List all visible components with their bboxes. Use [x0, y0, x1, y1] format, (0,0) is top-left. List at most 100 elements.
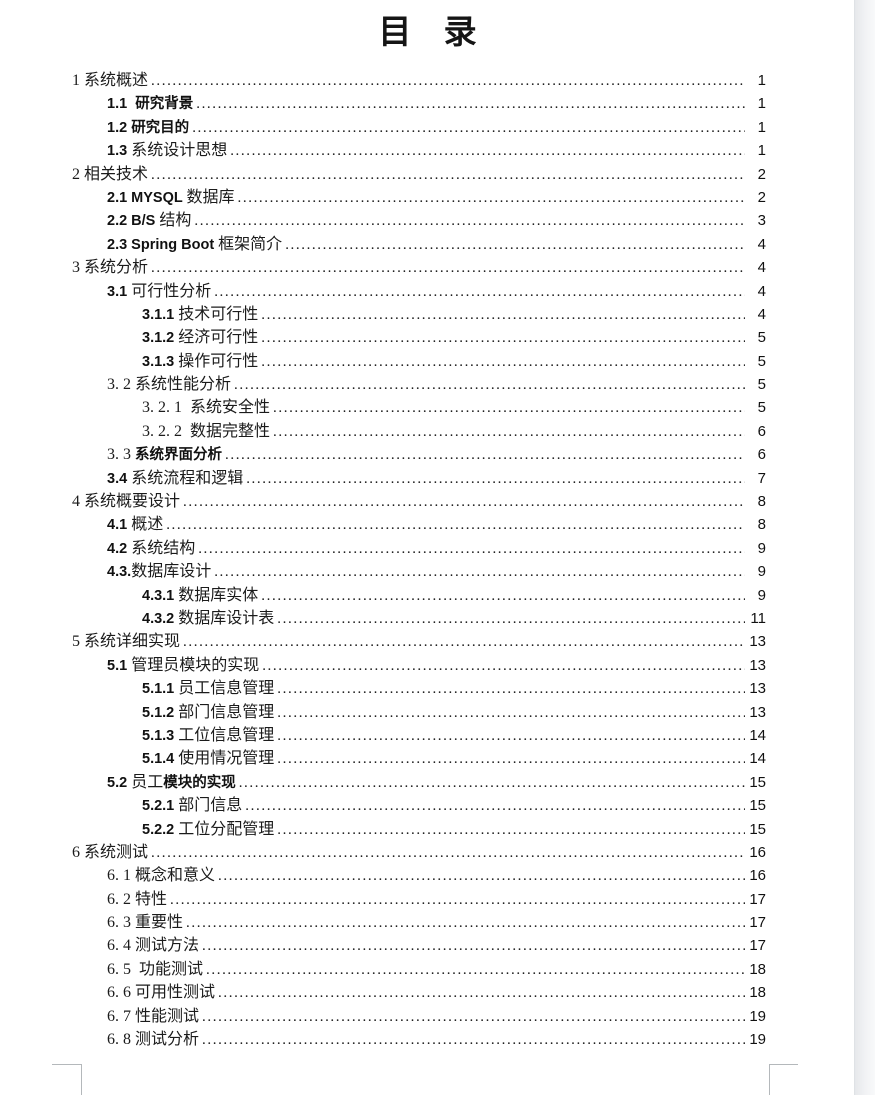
- toc-entry-text-segment: 研究目的: [131, 119, 190, 136]
- toc-entry-label: 6. 3 重要性: [107, 911, 183, 934]
- toc-entry-text-segment: 数据库: [186, 188, 235, 206]
- toc-entry[interactable]: 6 系统测试..................................…: [72, 841, 766, 864]
- toc-entry-text-segment: 3. 2: [107, 376, 135, 394]
- toc-entry[interactable]: 2 相关技术..................................…: [72, 163, 766, 186]
- toc-entry[interactable]: 3.1.1 技术可行性.............................…: [72, 303, 766, 326]
- toc-entry[interactable]: 2.2 B/S 结构..............................…: [72, 209, 766, 232]
- toc-entry-label: 3.1.2 经济可行性: [142, 326, 258, 350]
- toc-page-number: 19: [749, 1007, 766, 1025]
- toc-entry-label: 4.3.2 数据库设计表: [142, 607, 274, 631]
- toc-entry-text-segment: 数据库实体: [178, 586, 259, 604]
- toc-leader-dots: ........................................…: [202, 938, 745, 955]
- toc-entry-label: 4 系统概要设计: [72, 490, 180, 513]
- toc-entry[interactable]: 5.1.4 使用情况管理............................…: [72, 747, 766, 770]
- toc-page-number: 15: [749, 797, 766, 815]
- toc-entry[interactable]: 5.1.3 工位信息管理............................…: [72, 724, 766, 747]
- toc-leader-dots: ........................................…: [202, 1032, 745, 1049]
- toc-page-number: 5: [757, 329, 766, 347]
- toc-page-number: 1: [757, 95, 766, 113]
- toc-entry[interactable]: 4.1 概述..................................…: [72, 513, 766, 536]
- toc-leader-dots: ........................................…: [218, 985, 745, 1002]
- toc-entry[interactable]: 3. 2 系统性能分析.............................…: [72, 373, 766, 396]
- toc-entry-text-segment: 数据库设计: [131, 563, 212, 581]
- toc-entry-text-segment: 系统设计思想: [131, 142, 228, 160]
- toc-entry-text-segment: 3.1.3: [142, 353, 179, 370]
- toc-list: 1 系统概述..................................…: [72, 69, 766, 1051]
- toc-entry-text-segment: 5.1.3: [142, 727, 179, 744]
- toc-entry[interactable]: 3.1.2 经济可行性.............................…: [72, 326, 766, 349]
- toc-entry[interactable]: 6. 3 重要性................................…: [72, 911, 766, 934]
- toc-entry[interactable]: 4 系统概要设计................................…: [72, 490, 766, 513]
- toc-entry-label: 6. 6 可用性测试: [107, 981, 215, 1004]
- toc-entry[interactable]: 1.3 系统设计思想..............................…: [72, 139, 766, 162]
- toc-entry[interactable]: 6. 7 性能测试...............................…: [72, 1005, 766, 1028]
- toc-entry-text-segment: 系统概要设计: [84, 493, 181, 511]
- toc-leader-dots: ........................................…: [245, 798, 745, 815]
- toc-entry[interactable]: 3 系统分析..................................…: [72, 256, 766, 279]
- toc-entry-text-segment: 3.1: [107, 283, 132, 300]
- toc-entry[interactable]: 5.2.1 部门信息..............................…: [72, 794, 766, 817]
- toc-entry-text-segment: 1.1: [107, 96, 136, 113]
- toc-page-number: 7: [757, 469, 766, 487]
- toc-entry[interactable]: 4.3.2 数据库设计表............................…: [72, 607, 766, 630]
- toc-entry[interactable]: 3. 2. 2 数据完整性...........................…: [72, 420, 766, 443]
- toc-entry-text-segment: 工位信息管理: [178, 726, 275, 744]
- toc-leader-dots: ........................................…: [234, 377, 745, 394]
- toc-entry-text-segment: 可行性分析: [131, 282, 212, 300]
- toc-entry[interactable]: 1.2 研究目的................................…: [72, 116, 766, 139]
- toc-entry[interactable]: 3.1.3 操作可行性.............................…: [72, 350, 766, 373]
- toc-entry-label: 6. 4 测试方法: [107, 934, 199, 957]
- toc-entry[interactable]: 6. 6 可用性测试..............................…: [72, 981, 766, 1004]
- toc-leader-dots: ........................................…: [261, 330, 745, 347]
- toc-entry-text-segment: 测试分析: [135, 1031, 200, 1049]
- toc-entry[interactable]: 4.2 系统结构................................…: [72, 537, 766, 560]
- toc-entry[interactable]: 5.1.1 员工信息管理............................…: [72, 677, 766, 700]
- toc-entry-label: 5.2 员工模块的实现: [107, 771, 236, 795]
- toc-entry-text-segment: 1.3: [107, 143, 132, 160]
- toc-entry[interactable]: 6. 1 概念和意义..............................…: [72, 864, 766, 887]
- toc-entry[interactable]: 4.3.1 数据库实体.............................…: [72, 584, 766, 607]
- toc-leader-dots: ........................................…: [225, 447, 745, 464]
- toc-entry-text-segment: 经济可行性: [178, 329, 259, 347]
- toc-entry[interactable]: 3.4 系统流程和逻辑.............................…: [72, 467, 766, 490]
- toc-entry[interactable]: 3.1 可行性分析...............................…: [72, 280, 766, 303]
- toc-entry[interactable]: 5 系统详细实现................................…: [72, 630, 766, 653]
- toc-entry[interactable]: 4.3.数据库设计...............................…: [72, 560, 766, 583]
- toc-leader-dots: ........................................…: [166, 517, 745, 534]
- toc-entry[interactable]: 6. 8 测试分析...............................…: [72, 1028, 766, 1051]
- toc-entry-text-segment: 6. 7: [107, 1007, 135, 1025]
- toc-entry[interactable]: 1 系统概述..................................…: [72, 69, 766, 92]
- toc-entry-label: 2.2 B/S 结构: [107, 209, 191, 233]
- toc-page-number: 1: [757, 142, 766, 160]
- toc-entry-text-segment: 6. 6: [107, 984, 135, 1002]
- toc-entry[interactable]: 3. 2. 1 系统安全性...........................…: [72, 396, 766, 419]
- toc-entry-text-segment: 概述: [131, 516, 164, 534]
- toc-entry[interactable]: 5.1.2 部门信息管理............................…: [72, 701, 766, 724]
- toc-leader-dots: ........................................…: [192, 119, 745, 136]
- toc-entry-label: 4.1 概述: [107, 513, 163, 537]
- toc-entry-text-segment: 2: [72, 165, 84, 183]
- toc-entry-text-segment: 系统测试: [84, 843, 149, 861]
- toc-entry-label: 5.1.2 部门信息管理: [142, 701, 274, 725]
- toc-entry-label: 5.2.2 工位分配管理: [142, 818, 274, 842]
- toc-entry[interactable]: 3. 3 系统界面分析.............................…: [72, 443, 766, 466]
- toc-entry[interactable]: 6. 5 功能测试...............................…: [72, 958, 766, 981]
- toc-entry-text-segment: 3: [72, 259, 84, 277]
- toc-entry-label: 5 系统详细实现: [72, 630, 180, 653]
- toc-entry-text-segment: 员工: [131, 773, 164, 791]
- toc-entry[interactable]: 5.2.2 工位分配管理............................…: [72, 818, 766, 841]
- toc-entry[interactable]: 6. 2 特性.................................…: [72, 888, 766, 911]
- toc-entry[interactable]: 5.1 管理员模块的实现............................…: [72, 654, 766, 677]
- toc-entry-label: 1 系统概述: [72, 69, 148, 92]
- toc-entry-text-segment: 5.1.4: [142, 751, 179, 768]
- toc-entry[interactable]: 1.1 研究背景................................…: [72, 92, 766, 115]
- toc-entry-text-segment: 5.2.2: [142, 821, 179, 838]
- toc-entry[interactable]: 2.1 MYSQL 数据库...........................…: [72, 186, 766, 209]
- toc-entry[interactable]: 2.3 Spring Boot 框架简介....................…: [72, 233, 766, 256]
- toc-entry-text-segment: 3.4: [107, 470, 132, 487]
- toc-entry[interactable]: 5.2 员工模块的实现.............................…: [72, 771, 766, 794]
- toc-leader-dots: ........................................…: [261, 353, 745, 370]
- toc-entry-label: 3.4 系统流程和逻辑: [107, 467, 243, 491]
- toc-entry[interactable]: 6. 4 测试方法...............................…: [72, 934, 766, 957]
- toc-page-number: 13: [749, 633, 766, 651]
